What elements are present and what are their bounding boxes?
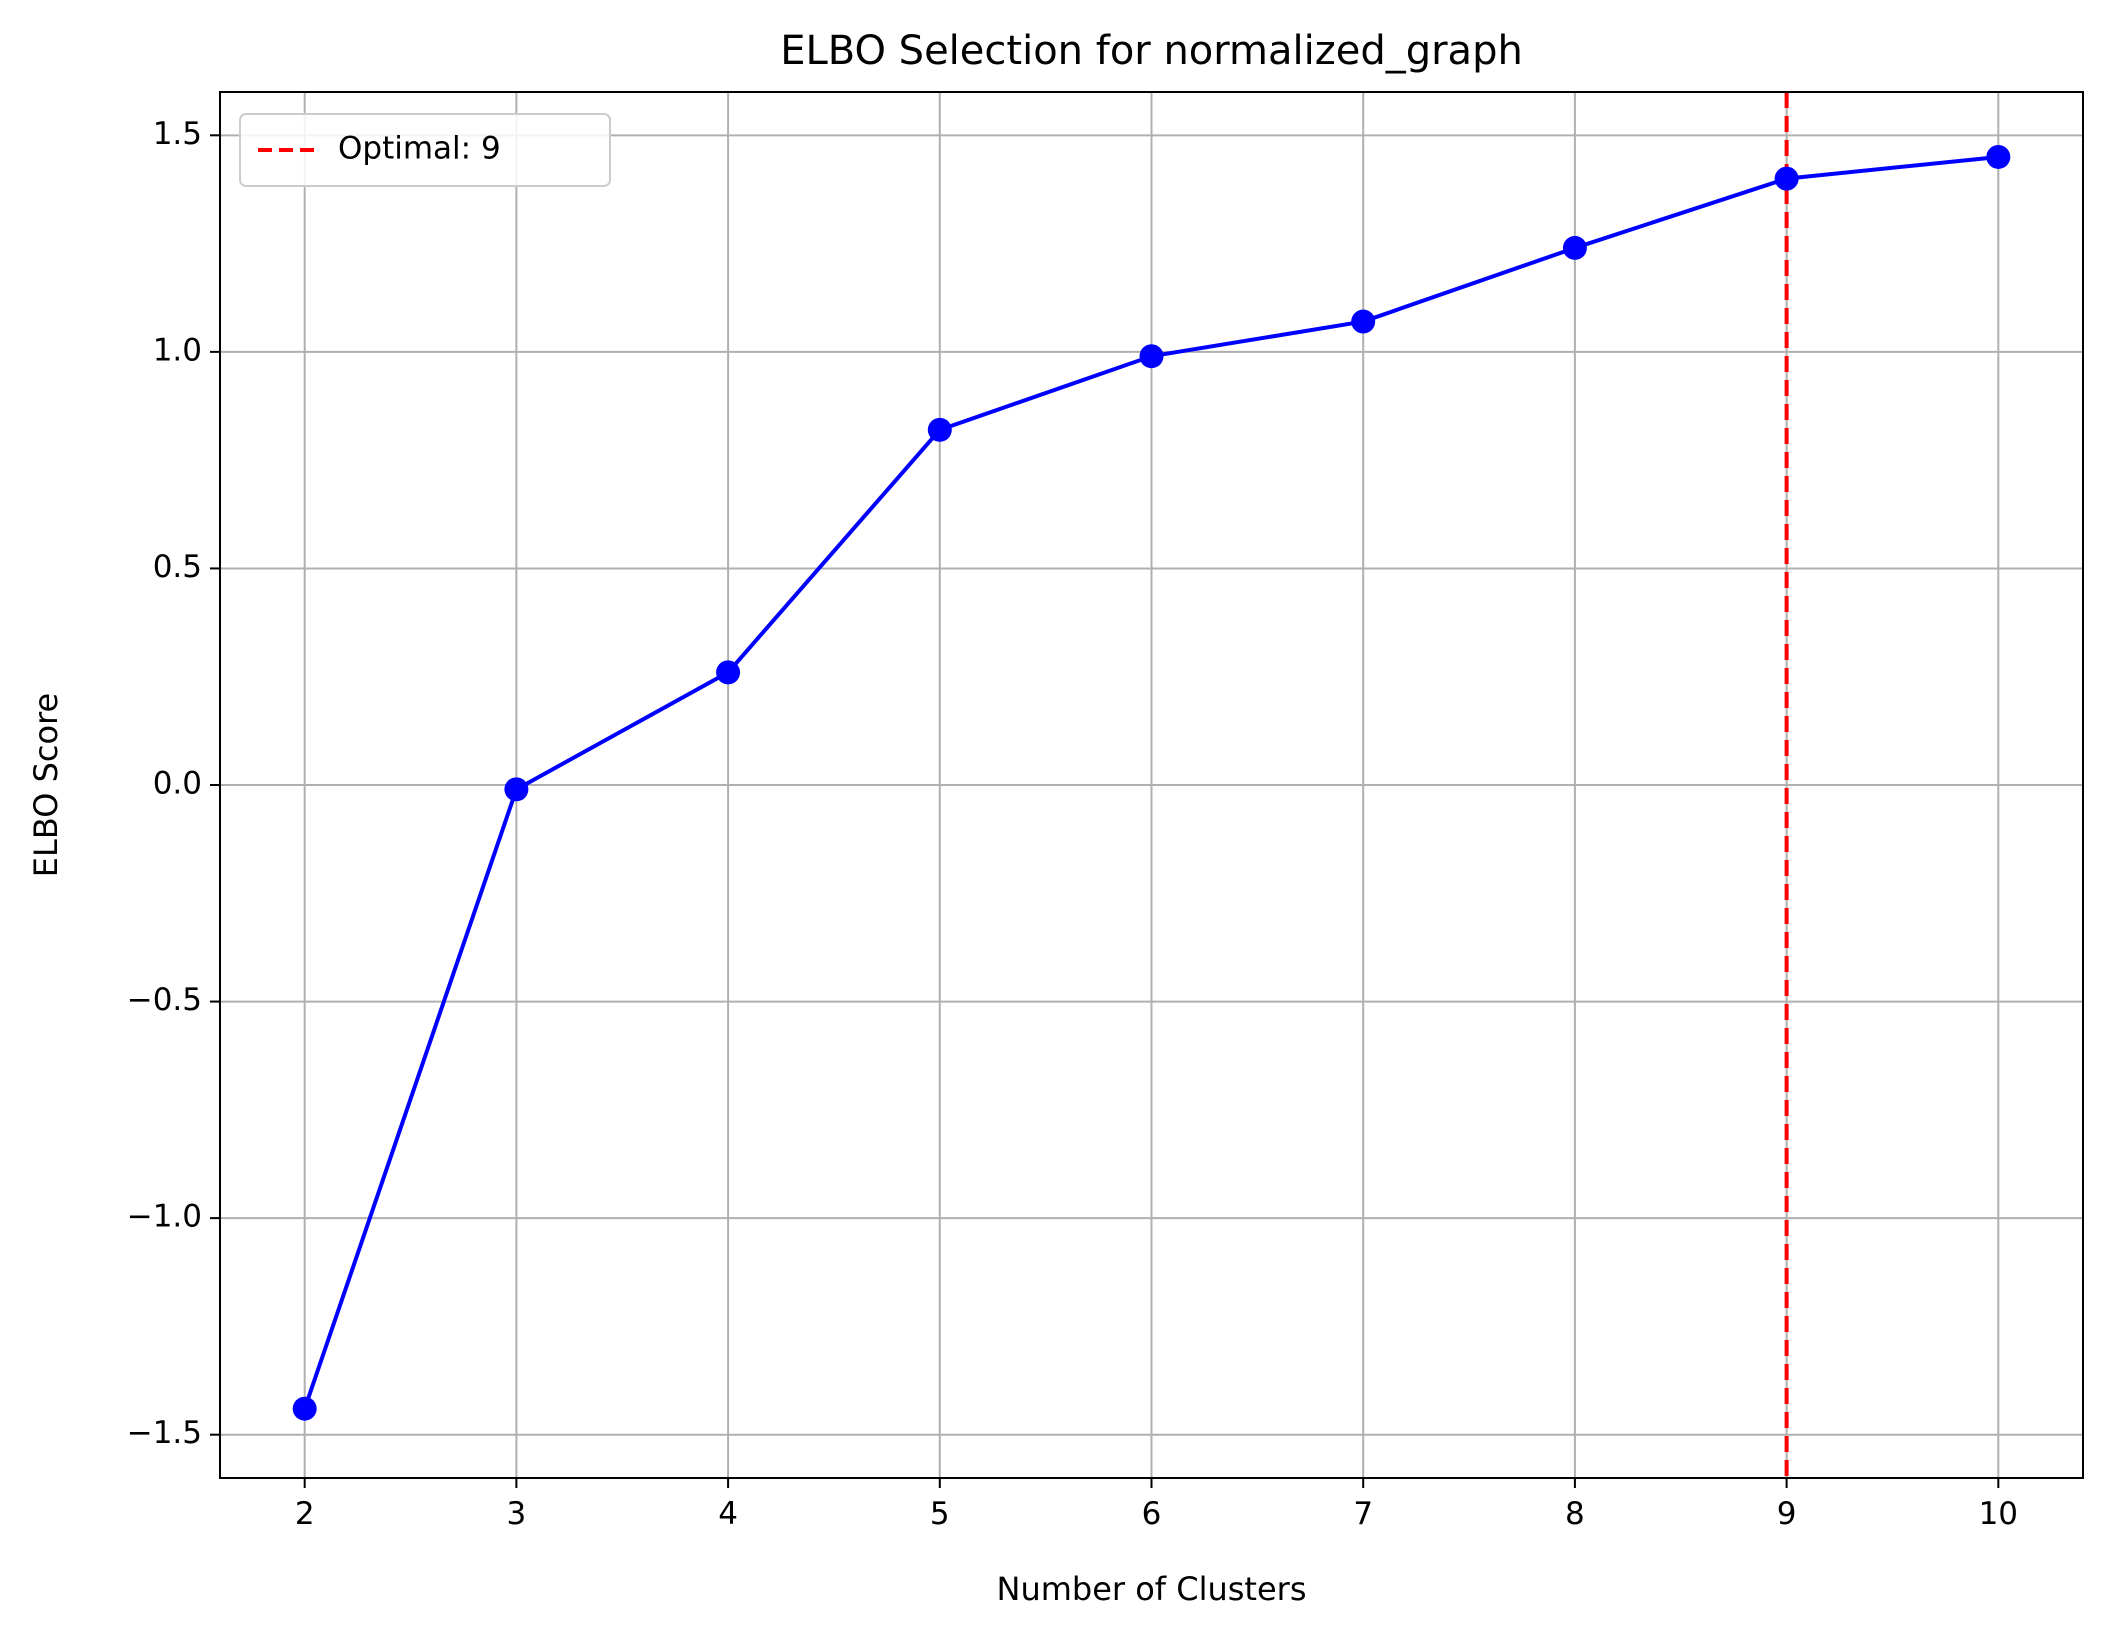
x-axis-title: Number of Clusters (997, 1570, 1307, 1608)
legend-box (239, 113, 611, 187)
data-point (504, 777, 529, 802)
y-tick-label: 1.0 (153, 332, 202, 368)
legend-entry-optimal: Optimal: 9 (338, 131, 501, 167)
x-tick-label: 7 (1353, 1496, 1373, 1532)
x-tick-label: 6 (1142, 1496, 1162, 1532)
data-point (1351, 309, 1376, 334)
y-tick-labels: −1.5 −1.0 −0.5 0.0 0.5 1.0 1.5 (127, 116, 202, 1451)
data-point (1562, 235, 1587, 260)
x-tick-label: 4 (718, 1496, 738, 1532)
y-tick-label: −0.5 (127, 982, 202, 1018)
series-layer (292, 144, 2011, 1421)
y-tick-label: 0.5 (153, 549, 202, 585)
data-point (1986, 144, 2011, 169)
x-tick-label: 9 (1777, 1496, 1797, 1532)
x-tick-label: 3 (507, 1496, 527, 1532)
data-point (927, 417, 952, 442)
tick-marks (210, 134, 2000, 1488)
y-tick-label: 1.5 (153, 116, 202, 152)
data-point (716, 660, 741, 685)
x-tick-labels: 2 3 4 5 6 7 8 9 10 (295, 1496, 2018, 1532)
legend: Optimal: 9 (239, 113, 611, 187)
y-axis-title: ELBO Score (27, 693, 65, 877)
y-tick-label: 0.0 (153, 766, 202, 802)
x-tick-label: 8 (1565, 1496, 1585, 1532)
x-tick-label: 5 (930, 1496, 950, 1532)
data-point (292, 1396, 317, 1421)
data-point (1139, 344, 1164, 369)
x-tick-label: 10 (1979, 1496, 2018, 1532)
chart-title: ELBO Selection for normalized_graph (780, 28, 1523, 74)
y-tick-label: −1.5 (127, 1415, 202, 1451)
data-point (1774, 166, 1799, 191)
y-tick-label: −1.0 (127, 1199, 202, 1235)
x-tick-label: 2 (295, 1496, 315, 1532)
